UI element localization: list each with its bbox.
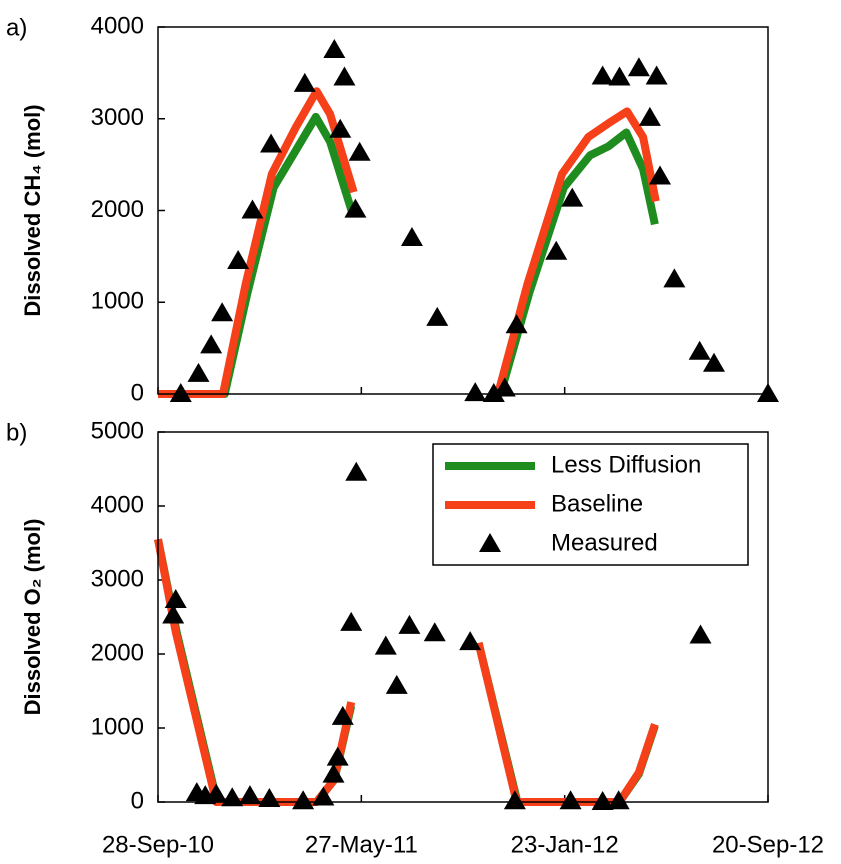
measured-point bbox=[326, 746, 349, 766]
measured-point bbox=[663, 268, 686, 288]
measured-point bbox=[423, 622, 446, 642]
plot-frame bbox=[157, 26, 769, 395]
measured-point bbox=[238, 785, 261, 805]
measured-point bbox=[205, 783, 228, 803]
measured-point bbox=[627, 57, 650, 77]
measured-point bbox=[493, 377, 516, 397]
y-tick-label: 4000 bbox=[91, 12, 144, 39]
x-tick-label: 20-Sep-12 bbox=[712, 831, 824, 858]
measured-point bbox=[385, 674, 408, 694]
measured-point bbox=[169, 383, 192, 402]
measured-point bbox=[344, 198, 367, 218]
measured-point bbox=[608, 66, 631, 86]
measured-point bbox=[293, 72, 316, 92]
measured-point bbox=[689, 624, 712, 644]
legend-swatch bbox=[479, 533, 501, 552]
y-tick-label: 5000 bbox=[91, 417, 144, 444]
measured-point bbox=[292, 790, 315, 810]
y-tick-label: 0 bbox=[131, 787, 144, 814]
measured-point bbox=[164, 588, 187, 608]
legend-label: Less Diffusion bbox=[551, 451, 701, 478]
x-tick-label: 28-Sep-10 bbox=[102, 831, 214, 858]
measured-point bbox=[559, 790, 582, 810]
model-line bbox=[158, 87, 660, 398]
measured-point bbox=[345, 461, 368, 481]
y-tick-label: 1000 bbox=[91, 288, 144, 315]
measured-point bbox=[331, 705, 354, 725]
measured-point bbox=[426, 306, 449, 326]
measured-point bbox=[591, 791, 614, 810]
measured-point bbox=[464, 382, 487, 402]
measured-point bbox=[333, 66, 356, 86]
y-tick-label: 3000 bbox=[91, 565, 144, 592]
measured-point bbox=[503, 790, 526, 810]
measured-point bbox=[561, 187, 584, 207]
y-axis-label: Dissolved O₂ (mol) bbox=[20, 519, 45, 716]
y-tick-label: 2000 bbox=[91, 196, 144, 223]
measured-point bbox=[187, 362, 210, 382]
measured-point bbox=[211, 302, 234, 322]
measured-point bbox=[258, 788, 281, 808]
model-line bbox=[154, 538, 659, 806]
model-line bbox=[154, 538, 659, 806]
panel-label: b) bbox=[6, 419, 27, 446]
measured-point bbox=[241, 199, 264, 219]
panel-label: a) bbox=[6, 14, 27, 41]
y-tick-label: 1000 bbox=[91, 713, 144, 740]
measured-point bbox=[398, 614, 421, 634]
measured-point bbox=[200, 334, 223, 354]
measured-point bbox=[162, 604, 185, 624]
measured-point bbox=[260, 133, 283, 153]
measured-point bbox=[638, 106, 661, 126]
measured-point bbox=[649, 165, 672, 185]
measured-point bbox=[323, 38, 346, 58]
measured-point bbox=[340, 611, 363, 631]
measured-point bbox=[459, 631, 482, 651]
y-tick-label: 3000 bbox=[91, 104, 144, 131]
measured-point bbox=[312, 786, 335, 806]
y-axis-label: Dissolved CH₄ (mol) bbox=[20, 104, 45, 316]
plot-frame bbox=[157, 431, 769, 803]
measured-point bbox=[482, 383, 505, 402]
measured-point bbox=[400, 227, 423, 247]
legend-label: Measured bbox=[551, 529, 658, 556]
legend-label: Baseline bbox=[551, 490, 643, 517]
y-tick-label: 0 bbox=[131, 379, 144, 406]
measured-point bbox=[227, 249, 250, 269]
measured-point bbox=[374, 635, 397, 655]
measured-point bbox=[645, 65, 668, 85]
measured-point bbox=[322, 763, 345, 783]
y-tick-label: 4000 bbox=[91, 491, 144, 518]
y-tick-label: 2000 bbox=[91, 639, 144, 666]
measured-point bbox=[703, 352, 726, 372]
x-tick-label: 27-May-11 bbox=[305, 831, 418, 858]
measured-point bbox=[688, 340, 711, 360]
measured-point bbox=[505, 314, 528, 334]
measured-point bbox=[329, 118, 352, 138]
x-tick-label: 23-Jan-12 bbox=[511, 831, 619, 858]
measured-point bbox=[348, 141, 371, 161]
measured-point bbox=[545, 240, 568, 260]
measured-point bbox=[591, 65, 614, 85]
measured-point bbox=[607, 790, 630, 810]
